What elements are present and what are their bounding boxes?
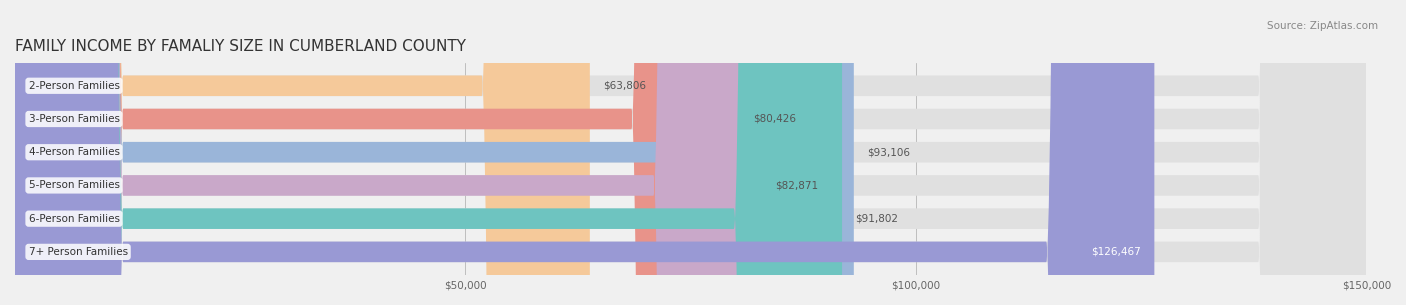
FancyBboxPatch shape	[15, 0, 1367, 305]
FancyBboxPatch shape	[15, 0, 1367, 305]
FancyBboxPatch shape	[15, 0, 1367, 305]
FancyBboxPatch shape	[15, 0, 1367, 305]
FancyBboxPatch shape	[15, 0, 591, 305]
FancyBboxPatch shape	[15, 0, 1367, 305]
Text: 2-Person Families: 2-Person Families	[28, 81, 120, 91]
Text: $91,802: $91,802	[856, 214, 898, 224]
Text: Source: ZipAtlas.com: Source: ZipAtlas.com	[1267, 21, 1378, 31]
Text: FAMILY INCOME BY FAMALIY SIZE IN CUMBERLAND COUNTY: FAMILY INCOME BY FAMALIY SIZE IN CUMBERL…	[15, 39, 465, 54]
FancyBboxPatch shape	[15, 0, 1367, 305]
FancyBboxPatch shape	[15, 0, 842, 305]
Text: $80,426: $80,426	[754, 114, 796, 124]
Text: 4-Person Families: 4-Person Families	[28, 147, 120, 157]
FancyBboxPatch shape	[15, 0, 853, 305]
FancyBboxPatch shape	[15, 0, 740, 305]
Text: $93,106: $93,106	[868, 147, 910, 157]
Text: 5-Person Families: 5-Person Families	[28, 181, 120, 190]
Text: 7+ Person Families: 7+ Person Families	[28, 247, 128, 257]
FancyBboxPatch shape	[15, 0, 1154, 305]
Text: $82,871: $82,871	[775, 181, 818, 190]
Text: 6-Person Families: 6-Person Families	[28, 214, 120, 224]
FancyBboxPatch shape	[15, 0, 762, 305]
Text: $126,467: $126,467	[1091, 247, 1140, 257]
Text: $63,806: $63,806	[603, 81, 647, 91]
Text: 3-Person Families: 3-Person Families	[28, 114, 120, 124]
